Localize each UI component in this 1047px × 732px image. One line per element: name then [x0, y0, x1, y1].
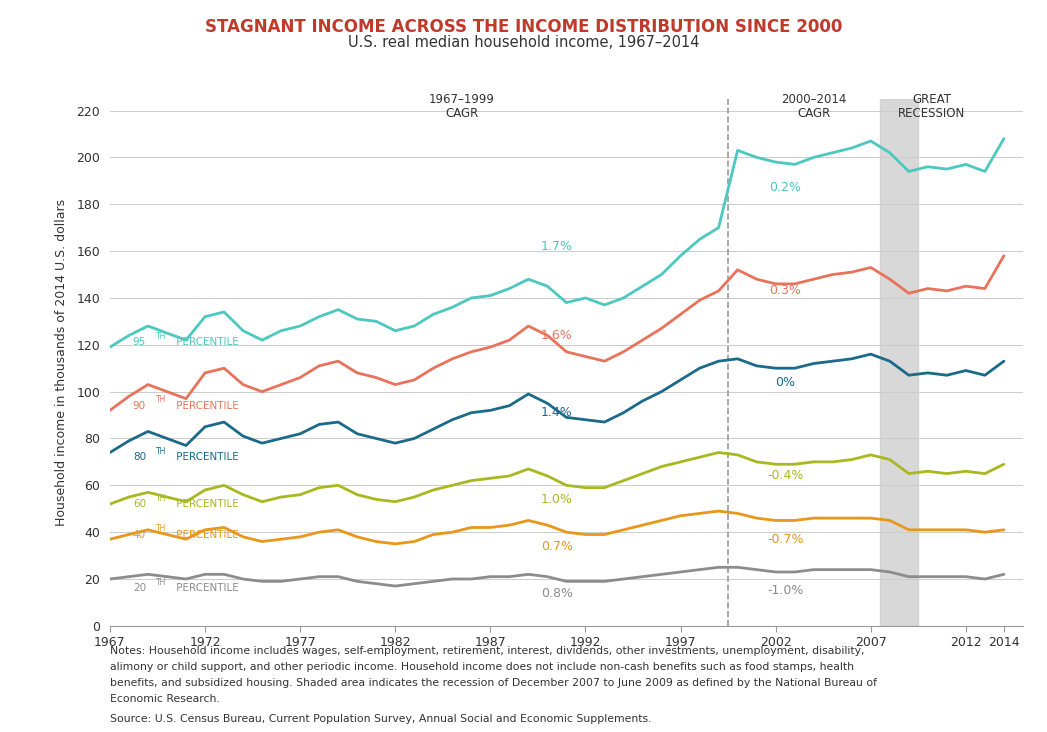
Text: 0.3%: 0.3% [770, 285, 801, 297]
Text: TH: TH [156, 332, 166, 341]
Text: PERCENTILE: PERCENTILE [173, 499, 239, 509]
Text: TH: TH [156, 395, 166, 404]
Text: CAGR: CAGR [797, 107, 830, 120]
Text: PERCENTILE: PERCENTILE [173, 337, 239, 348]
Text: 80: 80 [133, 452, 146, 462]
Text: alimony or child support, and other periodic income. Household income does not i: alimony or child support, and other peri… [110, 662, 854, 672]
Text: 20: 20 [133, 583, 146, 594]
Text: TH: TH [156, 447, 166, 456]
Text: 95: 95 [133, 337, 146, 348]
Text: 1.0%: 1.0% [541, 493, 573, 506]
Text: TH: TH [156, 578, 166, 587]
Text: 0.7%: 0.7% [541, 539, 573, 553]
Text: benefits, and subsidized housing. Shaded area indicates the recession of Decembe: benefits, and subsidized housing. Shaded… [110, 678, 877, 688]
Y-axis label: Household income in thousands of 2014 U.S. dollars: Household income in thousands of 2014 U.… [55, 199, 68, 526]
Text: -0.4%: -0.4% [767, 469, 803, 482]
Text: 1967–1999: 1967–1999 [429, 93, 495, 106]
Text: 60: 60 [133, 499, 146, 509]
Text: Source: U.S. Census Bureau, Current Population Survey, Annual Social and Economi: Source: U.S. Census Bureau, Current Popu… [110, 714, 651, 724]
Text: 40: 40 [133, 529, 146, 539]
Text: 90: 90 [133, 400, 146, 411]
Text: PERCENTILE: PERCENTILE [173, 400, 239, 411]
Text: STAGNANT INCOME ACROSS THE INCOME DISTRIBUTION SINCE 2000: STAGNANT INCOME ACROSS THE INCOME DISTRI… [205, 18, 842, 37]
Text: TH: TH [156, 493, 166, 503]
Bar [881, 99, 918, 626]
Text: PERCENTILE: PERCENTILE [173, 452, 239, 462]
Text: PERCENTILE: PERCENTILE [173, 529, 239, 539]
Text: PERCENTILE: PERCENTILE [173, 583, 239, 594]
Text: 0.8%: 0.8% [541, 586, 573, 600]
Text: 1.4%: 1.4% [541, 406, 573, 419]
Text: 0.2%: 0.2% [770, 182, 801, 194]
Text: -1.0%: -1.0% [767, 584, 803, 597]
Text: 2000–2014: 2000–2014 [781, 93, 846, 106]
Text: CAGR: CAGR [445, 107, 478, 120]
Text: U.S. real median household income, 1967–2014: U.S. real median household income, 1967–… [348, 35, 699, 50]
Text: 0%: 0% [775, 376, 795, 389]
Text: 1.7%: 1.7% [541, 240, 573, 253]
Text: Economic Research.: Economic Research. [110, 694, 220, 704]
Text: RECESSION: RECESSION [898, 107, 965, 120]
Text: GREAT: GREAT [912, 93, 951, 106]
Text: 1.6%: 1.6% [541, 329, 573, 342]
Text: -0.7%: -0.7% [766, 533, 803, 545]
Text: Notes: Household income includes wages, self-employment, retirement, interest, d: Notes: Household income includes wages, … [110, 646, 865, 656]
Text: TH: TH [156, 524, 166, 533]
